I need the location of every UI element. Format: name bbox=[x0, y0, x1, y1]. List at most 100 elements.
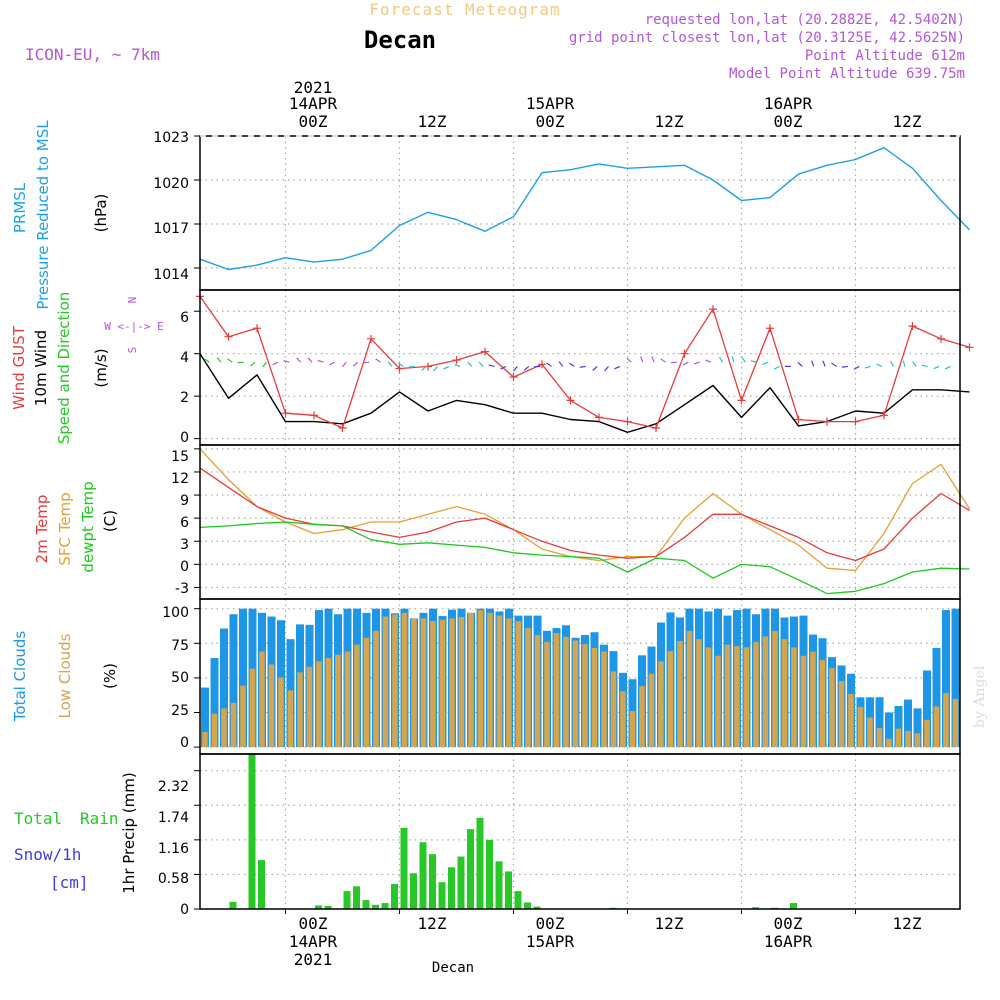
pressure-unit: (hPa) bbox=[92, 194, 110, 233]
wind-direction-arrow bbox=[933, 365, 940, 370]
wind-direction-arrow bbox=[307, 357, 313, 363]
cloud-unit: (%) bbox=[101, 663, 119, 689]
pressure-tick: 1023 bbox=[153, 130, 189, 146]
model-label: ICON-EU, ~ 7km bbox=[25, 45, 160, 64]
low-cloud-bar bbox=[591, 647, 598, 748]
wind-direction-arrow bbox=[604, 366, 609, 372]
wind-dir-label: Speed and Direction bbox=[55, 292, 73, 445]
low-cloud-bar bbox=[639, 686, 645, 748]
low-cloud-bar bbox=[534, 634, 541, 748]
low-cloud-bar bbox=[867, 717, 873, 748]
wind-tick: 4 bbox=[180, 350, 189, 366]
top-date-label-1: 14APR bbox=[289, 94, 338, 113]
compass-north: N bbox=[126, 297, 139, 304]
dewpoint-line bbox=[199, 521, 970, 595]
precip-bar bbox=[381, 903, 389, 909]
wind-direction-arrow bbox=[773, 365, 780, 370]
low-cloud-bar bbox=[572, 640, 579, 748]
gust-point bbox=[766, 324, 774, 333]
low-cloud-bar bbox=[382, 616, 389, 748]
bottom-time-label-2: 12Z bbox=[418, 914, 447, 933]
low-cloud-bar bbox=[525, 628, 531, 748]
wind-direction-arrow bbox=[342, 361, 347, 368]
low-cloud-bar bbox=[648, 673, 655, 748]
total-cloud-bar bbox=[229, 614, 238, 748]
wind-direction-arrow bbox=[433, 366, 438, 372]
wind-direction-arrow bbox=[797, 361, 803, 367]
wind-direction-arrow bbox=[831, 362, 837, 367]
wind-direction-arrow bbox=[558, 361, 564, 367]
top-date-label-3: 16APR bbox=[764, 94, 813, 113]
low-cloud-bar bbox=[715, 655, 721, 748]
sfc-temp-line bbox=[199, 448, 971, 572]
total-cloud-bar bbox=[923, 670, 931, 748]
low-cloud-bar bbox=[629, 711, 636, 748]
point-altitude: Point Altitude 612m bbox=[805, 48, 965, 64]
wind-direction-arrow bbox=[626, 357, 632, 363]
cloud-tick: 75 bbox=[171, 638, 189, 654]
precip-tick: 1.74 bbox=[158, 810, 189, 826]
gust-point bbox=[338, 424, 347, 433]
wind-direction-arrow bbox=[864, 365, 871, 369]
wind-direction-arrow bbox=[500, 365, 507, 370]
wind-direction-arrow bbox=[387, 361, 393, 367]
precip-snow-label: Snow/1h bbox=[14, 845, 81, 864]
low-cloud-bar bbox=[791, 647, 797, 748]
wind-direction-arrow bbox=[317, 359, 324, 363]
total-cloud-bar bbox=[239, 608, 247, 748]
wind-direction-arrow bbox=[670, 361, 677, 364]
location-title: Decan bbox=[364, 26, 436, 54]
low-cloud-bar bbox=[563, 636, 569, 748]
total-cloud-bar bbox=[951, 608, 960, 748]
low-cloud-bar bbox=[819, 659, 826, 748]
temp-tick: 6 bbox=[180, 515, 189, 531]
precip-bar bbox=[391, 883, 398, 909]
gust-point bbox=[623, 417, 632, 426]
precip-bar bbox=[514, 891, 522, 909]
low-cloud-bar bbox=[667, 651, 674, 748]
low-cloud-bar bbox=[487, 612, 493, 748]
temp-tick: 15 bbox=[171, 449, 189, 465]
low-cloud-bar bbox=[458, 616, 465, 748]
precip-bar bbox=[448, 867, 455, 909]
precip-bar bbox=[343, 891, 351, 909]
gust-point bbox=[566, 396, 575, 405]
panel-frame bbox=[199, 598, 961, 755]
total-cloud-bar bbox=[875, 697, 884, 748]
wind-direction-arrow bbox=[651, 356, 655, 363]
wind-direction-arrow bbox=[921, 364, 928, 368]
temp-sfc-label: SFC Temp bbox=[56, 492, 74, 565]
wind-direction-arrow bbox=[488, 364, 495, 368]
precip-bar bbox=[533, 906, 541, 909]
total-cloud-bar bbox=[913, 708, 922, 748]
grid-point-coords: grid point closest lon,lat (20.3125E, 42… bbox=[569, 30, 965, 46]
low-cloud-bar bbox=[905, 730, 911, 748]
bottom-date-label-3: 16APR bbox=[764, 932, 813, 951]
low-cloud-bar bbox=[297, 672, 303, 748]
low-cloud-bar bbox=[582, 644, 588, 748]
wind-direction-arrow bbox=[568, 362, 575, 367]
wind-direction-arrow bbox=[682, 361, 689, 366]
low-cloud-bar bbox=[306, 666, 313, 748]
temp-tick: 9 bbox=[180, 493, 189, 509]
wind-direction-arrow bbox=[262, 361, 267, 368]
pressure-label-prmsl: PRMSL bbox=[11, 182, 29, 233]
wind-direction-arrow bbox=[693, 361, 700, 365]
wind-direction-arrow bbox=[750, 360, 757, 363]
panel-frame bbox=[199, 753, 961, 910]
temp-tick: -3 bbox=[175, 581, 189, 597]
precip-bar bbox=[324, 906, 332, 909]
cloud-low-label: Low Clouds bbox=[56, 633, 74, 718]
wind-direction-arrow bbox=[523, 365, 530, 371]
wind-direction-arrow bbox=[296, 357, 302, 363]
gust-point bbox=[652, 424, 660, 433]
precip-bar bbox=[524, 902, 531, 909]
data-layer bbox=[196, 146, 974, 909]
low-cloud-bar bbox=[838, 681, 845, 748]
low-cloud-bar bbox=[278, 677, 284, 748]
wind-direction-arrow bbox=[579, 365, 586, 368]
low-cloud-bar bbox=[325, 658, 332, 748]
low-cloud-bar bbox=[658, 661, 664, 748]
wind-direction-arrow bbox=[443, 365, 450, 370]
pressure-tick: 1020 bbox=[153, 176, 189, 192]
